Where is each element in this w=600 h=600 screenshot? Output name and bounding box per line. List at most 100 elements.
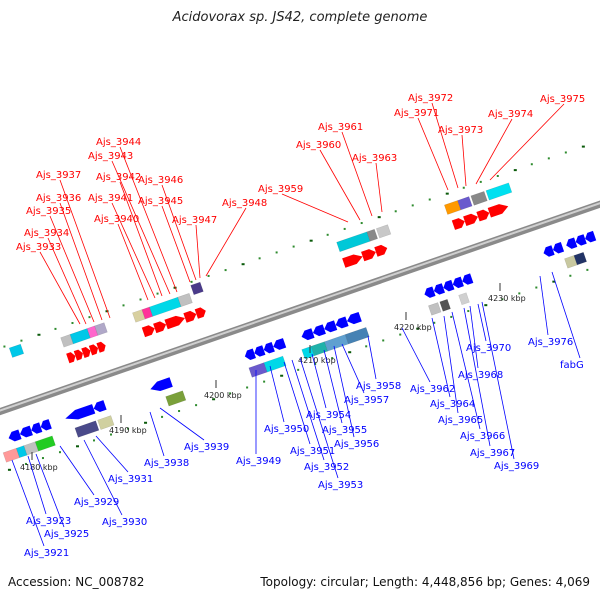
forward-label-leader [375,162,383,213]
forward-gene-label[interactable]: Ajs_3947 [172,215,217,226]
forward-gene-label[interactable]: Ajs_3942 [96,172,141,183]
reverse-gene-label[interactable]: Ajs_3929 [74,497,119,508]
forward-gene-label[interactable]: Ajs_3934 [24,228,69,239]
forward-gene-label[interactable]: Ajs_3961 [318,122,363,133]
reverse-gene-arrow [93,400,107,412]
reverse-gene-label[interactable]: Ajs_3969 [494,461,539,472]
forward-label-leader [195,224,201,279]
guide-dot [258,257,261,260]
gene-feature [361,249,376,262]
gene-feature [2,447,20,463]
reverse-gene-label[interactable]: Ajs_3952 [304,462,349,473]
guide-dot [297,368,300,371]
forward-gene-label[interactable]: Ajs_3943 [88,151,133,162]
reverse-gene-label[interactable]: Ajs_3925 [44,529,89,540]
reverse-gene-label[interactable]: Ajs_3970 [466,343,511,354]
gene-feature [366,228,378,242]
guide-dot [7,468,11,471]
forward-gene-label[interactable]: Ajs_3941 [88,193,133,204]
forward-gene-label[interactable]: Ajs_3940 [94,214,139,225]
reverse-gene-label[interactable]: Ajs_3966 [460,431,505,442]
guide-dot [178,410,181,413]
forward-gene-label[interactable]: Ajs_3937 [36,170,81,181]
reverse-gene-label[interactable]: Ajs_3976 [528,337,573,348]
reverse-label-leader [35,453,65,528]
gene-feature [451,218,465,230]
forward-label-leader [117,223,149,301]
reverse-gene-arrow [543,245,555,257]
reverse-gene-label[interactable]: Ajs_3968 [458,370,503,381]
reverse-gene-label[interactable]: Ajs_3957 [344,395,389,406]
reverse-gene-label[interactable]: Ajs_3949 [236,456,281,467]
reverse-gene-label[interactable]: Ajs_3951 [290,446,335,457]
forward-gene-label[interactable]: Ajs_3974 [488,109,533,120]
reverse-gene-label[interactable]: Ajs_3954 [306,410,351,421]
guide-dot [331,357,334,360]
forward-gene-label[interactable]: Ajs_3973 [438,125,483,136]
reverse-gene-label[interactable]: Ajs_3921 [24,548,69,559]
gene-block [165,390,187,407]
gene-block [366,228,378,242]
guide-dot [71,322,74,325]
gene-block [457,196,473,211]
reverse-gene-label[interactable]: Ajs_3938 [144,458,189,469]
reverse-label-leader [469,305,479,369]
reverse-gene-label[interactable]: Ajs_3958 [356,381,401,392]
forward-label-leader [59,179,111,319]
reverse-guide-line [7,268,589,471]
kbp-tick-label: 4180 kbp [20,463,58,472]
reverse-gene-arrow [433,283,445,295]
forward-gene-label[interactable]: Ajs_3945 [138,196,183,207]
guide-dot [513,169,517,172]
forward-gene-label[interactable]: Ajs_3936 [36,193,81,204]
gene-block [310,341,328,357]
reverse-gene-label[interactable]: Ajs_3931 [108,474,153,485]
forward-gene-label[interactable]: Ajs_3972 [408,93,453,104]
gene-feature [428,302,442,316]
forward-gene-label[interactable]: Ajs_3960 [296,140,341,151]
forward-gene-label[interactable]: Ajs_3971 [394,108,439,119]
forward-gene-label[interactable]: Ajs_3935 [26,206,71,217]
gene-feature [470,191,488,206]
forward-gene-label[interactable]: Ajs_3975 [540,94,585,105]
reverse-label-leader [149,411,165,457]
reverse-gene-label[interactable]: fabG [560,360,584,371]
reverse-gene-label[interactable]: Ajs_3956 [334,439,379,450]
reverse-gene-label[interactable]: Ajs_3953 [318,480,363,491]
forward-gene-arrow [141,325,155,338]
reverse-gene-label[interactable]: Ajs_3923 [26,516,71,527]
reverse-gene-label[interactable]: Ajs_3955 [322,425,367,436]
guide-dot [348,351,352,354]
reverse-gene-label[interactable]: Ajs_3950 [264,424,309,435]
forward-gene-arrow [88,344,99,356]
forward-gene-label[interactable]: Ajs_3948 [222,198,267,209]
reverse-gene-label[interactable]: Ajs_3964 [430,399,475,410]
gene-feature [254,345,266,357]
reverse-gene-arrow [566,237,578,249]
forward-gene-arrow [451,218,465,230]
forward-label-leader [39,251,81,325]
reverse-label-leader [27,455,47,515]
gene-feature [573,251,587,266]
forward-label-leader [475,118,513,185]
forward-gene-label[interactable]: Ajs_3963 [352,153,397,164]
forward-gene-label[interactable]: Ajs_3944 [96,137,141,148]
reverse-label-leader [367,335,377,380]
forward-gene-label[interactable]: Ajs_3946 [138,175,183,186]
guide-dot [280,374,284,377]
reverse-label-leader [299,357,339,479]
reverse-gene-label[interactable]: Ajs_3967 [470,448,515,459]
reverse-gene-arrow [254,345,266,357]
gene-feature [183,310,197,323]
forward-gene-label[interactable]: Ajs_3959 [258,184,303,195]
gene-block [324,334,349,352]
reverse-gene-label[interactable]: Ajs_3962 [410,384,455,395]
reverse-gene-label[interactable]: Ajs_3965 [438,415,483,426]
forward-gene-label[interactable]: Ajs_3933 [16,242,61,253]
gene-block [177,292,193,307]
reverse-label-leader [83,439,123,516]
reverse-gene-label[interactable]: Ajs_3930 [102,517,147,528]
gene-feature [8,429,22,442]
gene-feature [346,311,362,325]
reverse-gene-label[interactable]: Ajs_3939 [184,442,229,453]
